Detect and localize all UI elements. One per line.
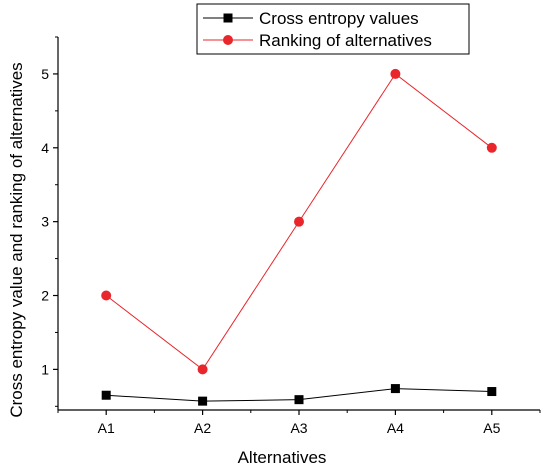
legend-label-ranking: Ranking of alternatives <box>259 31 432 50</box>
legend-item-cross-entropy[interactable]: Cross entropy values <box>203 9 419 28</box>
x-tick-label: A2 <box>194 420 211 436</box>
data-point[interactable] <box>198 396 208 406</box>
series-cross-entropy <box>101 384 497 406</box>
data-point[interactable] <box>390 68 401 79</box>
x-axis-ticks: A1 A2 A3 A4 A5 <box>57 410 541 436</box>
legend-marker-square <box>223 13 233 23</box>
legend-marker-circle <box>223 35 233 45</box>
data-point[interactable] <box>101 290 112 301</box>
data-point[interactable] <box>197 364 208 375</box>
x-tick-label: A3 <box>290 420 307 436</box>
x-tick-label: A4 <box>387 420 404 436</box>
x-tick-label: A1 <box>98 420 115 436</box>
series-ranking <box>101 68 497 375</box>
data-point[interactable] <box>294 216 304 227</box>
data-point[interactable] <box>486 142 497 153</box>
y-tick-label: 5 <box>41 66 49 82</box>
legend[interactable]: Cross entropy values Ranking of alternat… <box>196 3 470 55</box>
data-point[interactable] <box>101 390 111 400</box>
data-point[interactable] <box>487 387 497 397</box>
data-point[interactable] <box>294 395 304 405</box>
y-tick-label: 4 <box>41 140 49 156</box>
series-layer <box>101 68 497 406</box>
legend-box <box>196 3 470 55</box>
y-tick-label: 3 <box>41 214 49 230</box>
y-tick-label: 2 <box>41 288 49 304</box>
legend-label-cross-entropy: Cross entropy values <box>259 9 419 28</box>
data-point[interactable] <box>390 384 400 394</box>
y-axis-title: Cross entropy value and ranking of alter… <box>7 62 26 417</box>
legend-item-ranking[interactable]: Ranking of alternatives <box>203 31 432 50</box>
x-tick-label: A5 <box>483 420 500 436</box>
y-axis-ticks: 1 2 3 4 5 <box>41 36 58 407</box>
x-axis-title: Alternatives <box>238 448 327 467</box>
y-tick-label: 1 <box>41 361 49 377</box>
